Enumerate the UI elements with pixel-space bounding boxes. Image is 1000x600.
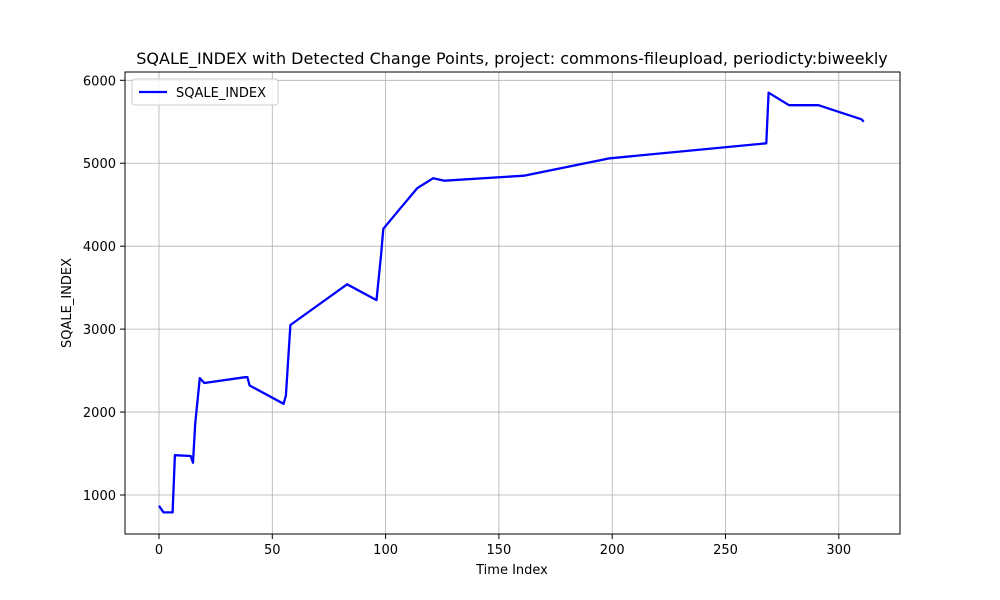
x-tick-label: 100 <box>373 543 398 558</box>
x-tick-label: 250 <box>713 543 738 558</box>
series-line-sqale-index <box>158 91 865 514</box>
y-tick-label: 1000 <box>83 489 116 504</box>
x-tick-label: 50 <box>264 543 281 558</box>
x-axis-label: Time Index <box>475 563 548 578</box>
legend: SQALE_INDEX <box>131 78 279 106</box>
x-tick-label: 150 <box>486 543 511 558</box>
grid-lines <box>125 72 900 534</box>
y-tick-label: 3000 <box>83 323 116 338</box>
y-tick-label: 6000 <box>83 74 116 89</box>
chart-title: SQALE_INDEX with Detected Change Points,… <box>136 49 888 69</box>
y-tick-label: 5000 <box>83 157 116 172</box>
y-axis: 1000 2000 3000 4000 5000 6000 <box>83 74 125 504</box>
y-tick-label: 2000 <box>83 406 116 421</box>
plot-frame <box>124 71 901 535</box>
x-tick-label: 200 <box>600 543 625 558</box>
x-axis: 0 50 100 150 200 250 300 <box>155 534 851 558</box>
y-axis-label: SQALE_INDEX <box>60 258 75 348</box>
legend-box <box>131 78 279 106</box>
series-layer <box>158 91 865 514</box>
x-tick-label: 0 <box>155 543 163 558</box>
y-tick-label: 4000 <box>83 240 116 255</box>
x-tick-label: 300 <box>826 543 851 558</box>
legend-label-sqale-index: SQALE_INDEX <box>176 86 266 101</box>
